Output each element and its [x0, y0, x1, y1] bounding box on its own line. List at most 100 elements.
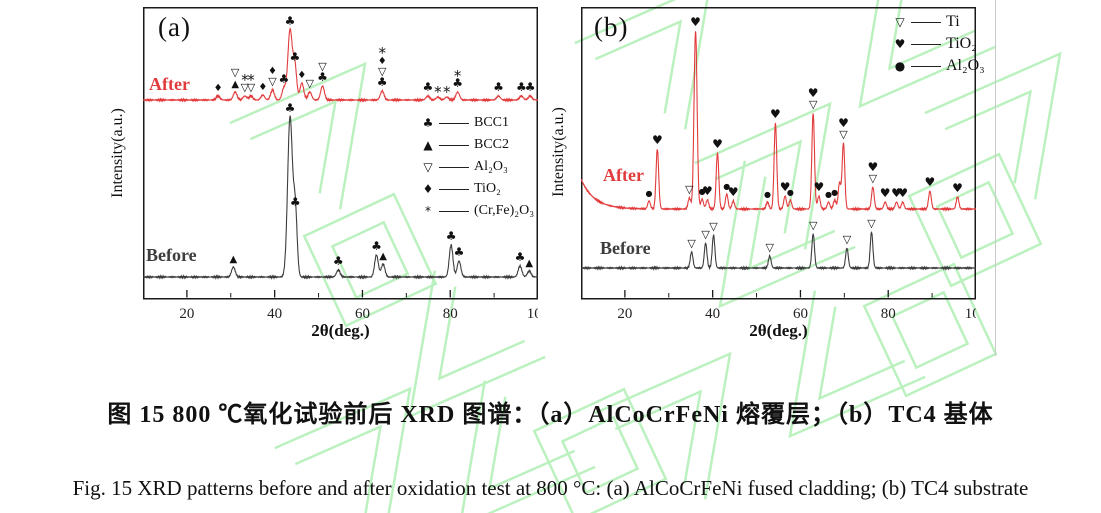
x-tick-label: 20 [179, 306, 194, 322]
x-axis-label-a: 2θ(deg.) [311, 321, 370, 340]
peak-marker: ▽ [839, 128, 848, 141]
peak-marker: ♣ [279, 72, 290, 86]
series-label-b-after: After [603, 165, 644, 185]
x-tick-label: 40 [267, 306, 282, 322]
peak-marker: ♦ [297, 70, 306, 81]
peak-marker: ♥ [702, 184, 713, 198]
peak-marker: ♣ [377, 75, 388, 89]
series-label-b-before: Before [600, 238, 651, 258]
legend-item-ti: ▽ Ti [891, 11, 985, 33]
column-divider-line [995, 0, 996, 356]
legend-line [911, 65, 941, 67]
peak-marker: ♥ [891, 186, 902, 200]
peak-marker: ● [831, 188, 838, 197]
peak-marker: ♦ [258, 82, 267, 93]
series-label-a-before: Before [146, 245, 197, 265]
y-axis-label-b: Intensity(a.u.) [550, 107, 567, 197]
legend-b: ▽ Ti ♥ TiO₂ ● Al₂O₃ [891, 11, 985, 77]
peak-marker: ♣ [371, 239, 382, 253]
peak-marker: ♣ [452, 76, 463, 90]
peak-marker: ▽ [268, 75, 277, 88]
legend-item-bcc2: ▲ BCC2 [419, 134, 534, 156]
legend-label: BCC2 [474, 137, 510, 152]
peak-marker: ♣ [493, 80, 504, 94]
dot-marker-icon: ● [894, 59, 906, 73]
peak-marker: ♦ [378, 56, 387, 67]
peak-marker: ● [764, 190, 771, 199]
peak-marker: ▲ [231, 79, 239, 90]
peak-marker: * [454, 67, 462, 85]
peak-marker: ▽ [701, 228, 710, 241]
x-tick-label: 20 [617, 306, 632, 322]
panel-label-b: (b) [594, 12, 629, 42]
peak-marker: ♣ [525, 80, 536, 94]
x-tick-label: 80 [443, 306, 458, 322]
peak-marker: ♣ [422, 80, 433, 94]
legend-line [911, 21, 941, 23]
legend-label: TiO₂ [474, 181, 501, 196]
peak-marker: ♣ [289, 50, 300, 64]
xrd-curve-after [143, 27, 538, 104]
peak-marker: ● [723, 182, 730, 191]
caption-chinese: 图 15 800 ℃氧化试验前后 XRD 图谱：（a）AlCoCrFeNi 熔覆… [107, 402, 994, 428]
peak-marker: ▽ [231, 66, 240, 79]
peak-marker: ▽ [867, 217, 876, 230]
peak-marker: ▲ [230, 254, 238, 265]
peak-marker: ▽ [685, 183, 694, 196]
peak-marker: ♥ [838, 116, 849, 130]
legend-item-al2o3-b: ● Al₂O₃ [891, 55, 985, 77]
peak-marker: ● [699, 187, 706, 196]
peak-marker: ▽ [318, 60, 327, 73]
peak-marker: ▽ [765, 241, 774, 254]
legend-line [439, 122, 469, 124]
legend-item-al2o3-a: ▽ Al₂O₃ [419, 156, 534, 178]
peak-marker: ▽ [809, 219, 818, 232]
legend-line [439, 210, 469, 212]
x-tick-label: 100 [965, 306, 976, 322]
legend-item-crfe-oxide: * (Cr,Fe)₂O₃ [419, 200, 534, 222]
x-axis-label-b: 2θ(deg.) [749, 321, 808, 340]
peak-marker: * [247, 71, 255, 89]
x-tick-label: 60 [355, 306, 370, 322]
peak-marker: ♣ [446, 229, 457, 243]
open-triangle-marker-icon: ▽ [423, 160, 433, 174]
x-tick-label: 100 [527, 306, 538, 322]
legend-item-bcc1: ♣ BCC1 [419, 112, 534, 134]
caption-english: Fig. 15 XRD patterns before and after ox… [72, 476, 1029, 500]
peak-marker: ▲ [379, 251, 387, 262]
x-tick-label: 80 [881, 306, 896, 322]
peak-marker: ♥ [952, 181, 963, 195]
xrd-curve-after [581, 31, 976, 212]
heart-marker-icon: ♥ [894, 37, 906, 51]
peak-marker: ▽ [869, 172, 878, 185]
xrd-chart-a: 20406080100♦▲▽▽*▽*♦▽♦♣♣♣♦▽♣▽♣▽♦*♣**♣*♣♣♣… [143, 7, 538, 322]
peak-marker: ● [787, 188, 794, 197]
peak-marker: ♣ [317, 70, 328, 84]
legend-label: (Cr,Fe)₂O₃ [474, 203, 535, 218]
legend-line [439, 188, 469, 190]
triangle-marker-icon: ▲ [423, 138, 433, 152]
xrd-curve-before [581, 231, 976, 272]
peak-marker: ● [825, 190, 832, 199]
peak-marker: ♥ [652, 133, 663, 147]
peak-marker: ▽ [378, 65, 387, 78]
legend-line [439, 166, 469, 168]
legend-label: Al₂O₃ [474, 159, 508, 174]
peak-marker: ♣ [454, 245, 465, 259]
diamond-marker-icon: ♦ [422, 182, 434, 196]
peak-marker: ♥ [780, 180, 791, 194]
peak-marker: ▽ [306, 77, 315, 90]
peak-marker: ▽ [687, 237, 696, 250]
peak-marker: ▽ [843, 233, 852, 246]
peak-marker: ♥ [880, 186, 891, 200]
open-triangle-marker-icon: ▽ [895, 15, 905, 29]
peak-marker: ● [646, 189, 653, 198]
legend-line [439, 144, 469, 146]
peak-marker: ♣ [333, 254, 344, 268]
peak-marker: ♦ [214, 83, 223, 94]
peak-marker: * [434, 83, 442, 101]
peak-marker: ♣ [290, 195, 301, 209]
legend-label: Al₂O₃ [946, 57, 985, 74]
peak-marker: * [241, 71, 249, 89]
